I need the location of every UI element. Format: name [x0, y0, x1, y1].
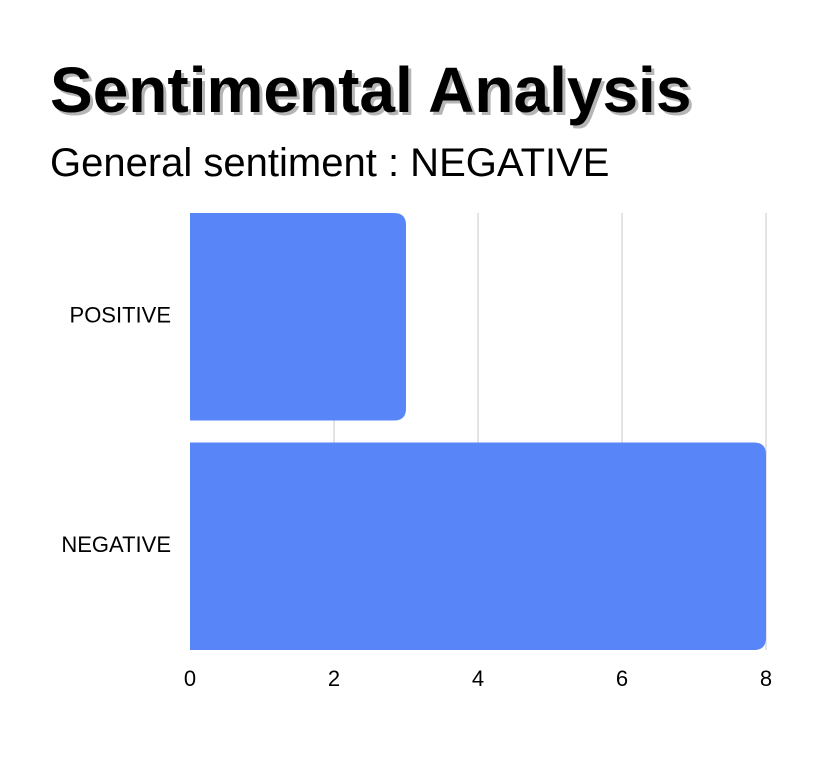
bars	[190, 213, 766, 650]
chart-title: Sentimental Analysis	[50, 54, 692, 126]
x-tick-label-1: 2	[328, 666, 340, 691]
x-tick-label-0: 0	[184, 666, 196, 691]
x-tick-label-3: 6	[616, 666, 628, 691]
x-tick-label-4: 8	[760, 666, 772, 691]
x-tick-labels: 0 2 4 6 8	[184, 666, 772, 691]
category-label-negative: NEGATIVE	[61, 532, 171, 557]
bar-negative	[190, 442, 766, 650]
x-tick-label-2: 4	[472, 666, 484, 691]
category-label-positive: POSITIVE	[70, 303, 171, 328]
bar-positive	[190, 213, 406, 421]
chart-subtitle: General sentiment : NEGATIVE	[50, 141, 610, 185]
category-labels: POSITIVE NEGATIVE	[61, 303, 171, 558]
